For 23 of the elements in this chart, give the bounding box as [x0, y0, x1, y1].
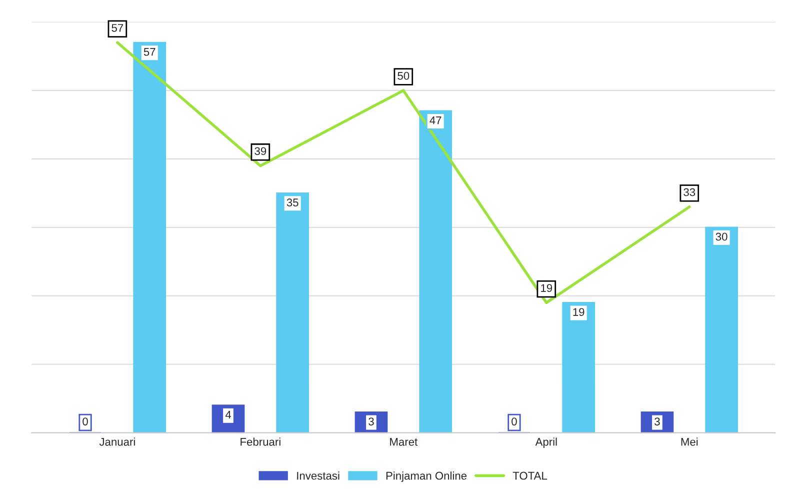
data-label: 0 — [82, 418, 88, 426]
data-label: 47 — [430, 116, 442, 124]
data-label: 3 — [654, 418, 660, 426]
legend-label: Investasi — [297, 472, 340, 480]
x-tick-label: Februari — [240, 438, 280, 446]
data-label: 4 — [225, 410, 232, 419]
data-label: 35 — [286, 198, 298, 206]
legend-label: Pinjaman Online — [386, 472, 467, 482]
legend-label: TOTAL — [512, 472, 548, 480]
data-label: 39 — [254, 147, 266, 156]
x-tick-label: April — [535, 438, 557, 448]
data-label: 0 — [512, 418, 517, 426]
data-label: 3 — [368, 418, 374, 426]
data-label: 19 — [573, 308, 584, 316]
data-label: 19 — [541, 284, 552, 292]
data-label: 57 — [112, 24, 124, 32]
data-label: 50 — [398, 72, 410, 80]
x-tick-label: Januari — [99, 438, 135, 446]
x-tick-label: Mei — [681, 438, 698, 446]
x-tick-label: Maret — [390, 438, 418, 446]
data-label: 33 — [684, 188, 696, 196]
data-label: 30 — [716, 232, 728, 241]
data-label: 57 — [144, 48, 156, 56]
